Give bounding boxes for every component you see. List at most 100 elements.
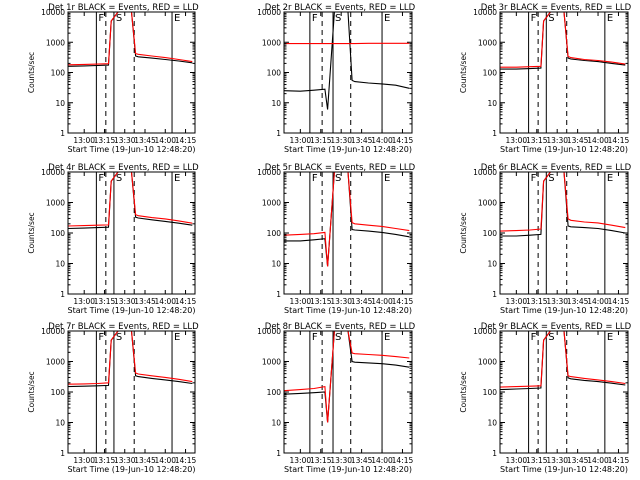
y-axis-label: Counts/sec (27, 371, 36, 412)
y-tick-label: 1 (492, 129, 497, 138)
panel-title: Det 8r BLACK = Events, RED = LLD (265, 322, 416, 332)
y-tick-label: 1000 (478, 38, 497, 47)
y-tick-label: 1 (60, 290, 65, 299)
x-tick-label: 13:45 (351, 136, 373, 145)
y-tick-label: 10000 (257, 168, 281, 177)
marker-label-f: F (531, 173, 537, 184)
y-tick-label: 10 (55, 99, 65, 108)
panel-title: Det 5r BLACK = Events, RED = LLD (265, 163, 416, 173)
marker-label-e: E (384, 332, 390, 343)
panel-title: Det 9r BLACK = Events, RED = LLD (481, 322, 632, 332)
x-tick-label: 13:15 (94, 297, 116, 306)
x-tick-label: 13:00 (506, 136, 528, 145)
x-tick-label: 13:00 (73, 456, 95, 465)
series-line-events (283, 11, 410, 110)
panel-title: Det 3r BLACK = Events, RED = LLD (481, 3, 632, 13)
x-tick-label: 14:00 (371, 136, 393, 145)
x-tick-label: 13:30 (546, 136, 568, 145)
x-tick-label: 13:45 (351, 297, 373, 306)
x-tick-label: 13:00 (73, 136, 95, 145)
y-axis-label: Counts/sec (27, 212, 36, 253)
plot-frame (283, 11, 413, 134)
x-tick-label: 13:00 (290, 297, 312, 306)
y-tick-label: 10000 (473, 8, 497, 17)
marker-label-s: S (548, 13, 554, 24)
y-tick-label: 10000 (41, 168, 65, 177)
panel-title: Det 4r BLACK = Events, RED = LLD (48, 163, 199, 173)
y-tick-label: 1 (276, 290, 281, 299)
marker-label-s: S (335, 173, 341, 184)
x-axis-label: Start Time (19-Jun-10 12:48:20) (284, 145, 412, 154)
y-tick-label: 100 (51, 69, 66, 78)
marker-label-f: F (98, 173, 104, 184)
marker-label-s: S (116, 13, 122, 24)
x-tick-label: 13:45 (134, 297, 156, 306)
x-tick-label: 14:00 (154, 136, 176, 145)
marker-label-s: S (548, 332, 554, 343)
marker-label-f: F (531, 332, 537, 343)
y-tick-label: 1000 (478, 358, 497, 367)
y-tick-label: 1 (60, 129, 65, 138)
y-tick-label: 10000 (473, 168, 497, 177)
x-tick-label: 13:45 (351, 456, 373, 465)
x-tick-label: 13:30 (114, 136, 136, 145)
x-tick-label: 14:15 (608, 456, 630, 465)
panel-title: Det 1r BLACK = Events, RED = LLD (48, 3, 199, 13)
y-tick-label: 10 (271, 419, 281, 428)
y-axis-label: Counts/sec (27, 52, 36, 93)
marker-label-f: F (312, 332, 318, 343)
x-tick-label: 13:30 (114, 297, 136, 306)
x-tick-label: 13:45 (134, 456, 156, 465)
x-axis-label: Start Time (19-Jun-10 12:48:20) (284, 306, 412, 315)
x-tick-label: 14:00 (371, 297, 393, 306)
marker-label-f: F (98, 332, 104, 343)
x-tick-label: 14:15 (392, 297, 414, 306)
x-tick-label: 13:15 (526, 456, 548, 465)
x-tick-label: 13:00 (290, 136, 312, 145)
plot-frame (283, 171, 413, 295)
x-axis-label: Start Time (19-Jun-10 12:48:20) (500, 465, 628, 474)
marker-label-e: E (174, 173, 180, 184)
x-tick-label: 13:15 (526, 136, 548, 145)
y-tick-label: 1000 (46, 38, 65, 47)
y-tick-label: 10 (487, 99, 497, 108)
y-tick-label: 1000 (46, 199, 65, 208)
y-tick-label: 100 (483, 229, 498, 238)
x-axis-label: Start Time (19-Jun-10 12:48:20) (500, 145, 628, 154)
x-tick-label: 14:15 (608, 136, 630, 145)
marker-label-e: E (607, 332, 613, 343)
x-tick-label: 13:30 (546, 297, 568, 306)
y-tick-label: 100 (483, 69, 498, 78)
x-tick-label: 14:15 (175, 456, 197, 465)
x-tick-label: 14:00 (587, 456, 609, 465)
plot-frame (283, 330, 413, 454)
y-tick-label: 1 (60, 449, 65, 458)
y-tick-label: 1 (276, 449, 281, 458)
y-tick-label: 10 (271, 260, 281, 269)
marker-label-f: F (98, 13, 104, 24)
x-axis-label: Start Time (19-Jun-10 12:48:20) (284, 465, 412, 474)
x-axis-label: Start Time (19-Jun-10 12:48:20) (68, 465, 196, 474)
x-tick-label: 13:15 (310, 456, 332, 465)
x-tick-label: 14:00 (587, 136, 609, 145)
y-tick-label: 100 (51, 229, 66, 238)
x-tick-label: 13:45 (134, 136, 156, 145)
x-tick-label: 13:30 (114, 456, 136, 465)
x-tick-label: 13:45 (567, 136, 589, 145)
marker-label-f: F (531, 13, 537, 24)
y-tick-label: 1000 (262, 358, 281, 367)
plot-frame (499, 11, 629, 134)
marker-label-s: S (548, 173, 554, 184)
series-line-lld (283, 171, 410, 267)
panel-title: Det 6r BLACK = Events, RED = LLD (481, 163, 632, 173)
series-line-lld (283, 330, 410, 423)
y-tick-label: 1000 (262, 199, 281, 208)
x-tick-label: 13:15 (310, 297, 332, 306)
x-tick-label: 13:00 (506, 456, 528, 465)
plot-frame (67, 171, 196, 295)
marker-label-e: E (384, 173, 390, 184)
